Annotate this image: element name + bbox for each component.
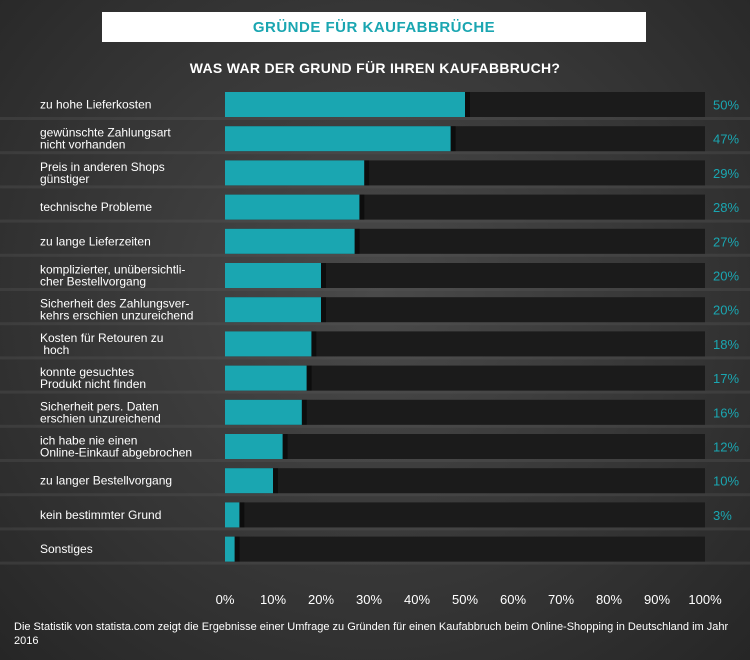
category-label: Preis in anderen Shops günstiger: [40, 160, 165, 186]
bar-shadow: [450, 126, 456, 152]
value-label: 28%: [713, 200, 739, 215]
bar: [225, 468, 273, 494]
row-separator: [0, 424, 750, 428]
x-tick-label: 0%: [216, 592, 235, 607]
row-separator: [0, 356, 750, 360]
x-tick-label: 90%: [644, 592, 670, 607]
bar-shadow: [306, 365, 312, 391]
bar: [225, 331, 312, 357]
category-label: komplizierter, unübersichtli-cher Bestel…: [40, 263, 185, 289]
row-separator: [0, 151, 750, 155]
x-tick-label: 50%: [452, 592, 478, 607]
bar-shadow: [273, 468, 278, 494]
bar: [225, 536, 235, 562]
bar: [225, 92, 465, 117]
header-banner: GRÜNDE FÜR KAUFABBRÜCHE: [102, 12, 646, 42]
row-separator: [0, 253, 750, 257]
category-label: technische Probleme: [40, 200, 152, 214]
bar: [225, 365, 307, 391]
value-label: 20%: [713, 269, 739, 284]
row-separator: [0, 527, 750, 531]
value-label: 3%: [713, 508, 732, 523]
row-separator: [0, 390, 750, 394]
category-label: ich habe nie einen Online-Einkauf abgebro…: [40, 434, 192, 460]
category-label: Sonstiges: [40, 542, 93, 556]
x-tick-label: 80%: [596, 592, 622, 607]
row-separator: [0, 493, 750, 497]
x-tick-label: 40%: [404, 592, 430, 607]
x-tick-label: 30%: [356, 592, 382, 607]
category-label: zu hohe Lieferkosten: [40, 98, 151, 112]
category-label: Sicherheit pers. Daten erschien unzureich…: [40, 399, 161, 425]
row-separator: [0, 288, 750, 291]
bar-shadow: [364, 160, 370, 186]
x-tick-label: 70%: [548, 592, 574, 607]
value-label: 10%: [713, 474, 739, 489]
bar-shadow: [321, 297, 326, 323]
bar: [225, 126, 451, 152]
category-label: konnte gesuchtes Produkt nicht finden: [40, 365, 146, 391]
x-tick-label: 10%: [260, 592, 286, 607]
bar-track: [225, 434, 705, 459]
value-label: 12%: [713, 440, 739, 455]
bar-shadow: [282, 434, 288, 459]
bar: [225, 399, 302, 425]
row-separator: [0, 322, 750, 326]
bar: [225, 263, 321, 288]
value-label: 16%: [713, 405, 739, 420]
bar-shadow: [321, 263, 326, 288]
bar: [225, 434, 283, 459]
value-label: 17%: [713, 371, 739, 386]
category-label: Sicherheit des Zahlungsver-kehrs erschie…: [40, 297, 193, 323]
category-label: Kosten für Retouren zu hoch: [40, 331, 163, 357]
bar: [225, 228, 355, 254]
bar: [225, 160, 365, 186]
bar-shadow: [354, 228, 360, 254]
x-tick-label: 100%: [688, 592, 722, 607]
category-label: kein bestimmter Grund: [40, 508, 161, 522]
bar: [225, 502, 240, 528]
category-label: zu lange Lieferzeiten: [40, 234, 151, 248]
value-label: 29%: [713, 166, 739, 181]
bar: [225, 194, 360, 220]
bar-track: [225, 468, 705, 494]
row-separator: [0, 561, 750, 565]
x-tick-label: 20%: [308, 592, 334, 607]
footnote: Die Statistik von statista.com zeigt die…: [14, 621, 729, 647]
bar: [225, 297, 321, 323]
value-label: 20%: [713, 303, 739, 318]
row-separator: [0, 459, 750, 462]
x-tick-label: 60%: [500, 592, 526, 607]
chart-title: WAS WAR DER GRUND FÜR IHREN KAUFABBRUCH?: [189, 60, 561, 76]
bar-shadow: [465, 92, 470, 117]
bar-track: [225, 502, 705, 528]
category-label: gewünschte Zahlungsart nicht vorhanden: [40, 126, 171, 152]
bar-track: [225, 536, 705, 562]
value-label: 18%: [713, 337, 739, 352]
row-separator: [0, 219, 750, 223]
bar-shadow: [239, 502, 245, 528]
row-separator: [0, 117, 750, 120]
bar-shadow: [234, 536, 240, 562]
value-label: 50%: [713, 98, 739, 113]
bar-shadow: [359, 194, 365, 220]
category-label: zu langer Bestellvorgang: [40, 474, 172, 488]
value-label: 47%: [713, 132, 739, 147]
page-title: GRÜNDE FÜR KAUFABBRÜCHE: [252, 18, 496, 36]
bar-shadow: [311, 331, 317, 357]
value-label: 27%: [713, 234, 739, 249]
bar-shadow: [301, 399, 307, 425]
row-separator: [0, 185, 750, 189]
